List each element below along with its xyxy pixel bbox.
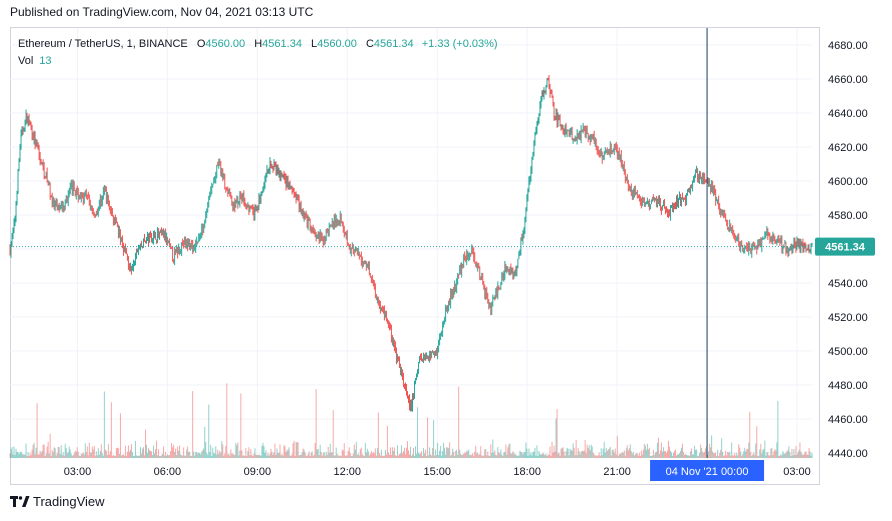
time-tick-label: 06:00	[154, 466, 182, 478]
candlesticks	[9, 75, 813, 412]
symbol-label: Ethereum / TetherUS, 1, BINANCE	[18, 38, 188, 50]
time-tick-label: 15:00	[423, 466, 451, 478]
open-value: 4560.00	[205, 38, 246, 50]
chart-legend: Ethereum / TetherUS, 1, BINANCE O4560.00…	[18, 36, 498, 70]
volume-label: Vol	[18, 55, 34, 67]
chart-frame[interactable]	[10, 27, 820, 485]
close-value: 4561.34	[373, 38, 414, 50]
volume-row: Vol 13	[18, 53, 498, 70]
price-tick-label: 4620.00	[828, 142, 868, 154]
ohlc-row: Ethereum / TetherUS, 1, BINANCE O4560.00…	[18, 36, 498, 53]
published-caption: Published on TradingView.com, Nov 04, 20…	[10, 5, 314, 19]
price-tick-label: 4440.00	[828, 448, 868, 460]
time-tick-label: 18:00	[513, 466, 541, 478]
price-tick-label: 4680.00	[828, 40, 868, 52]
open-label: O	[196, 38, 206, 50]
price-tick-label: 4480.00	[828, 380, 868, 392]
price-tick-label: 4500.00	[828, 346, 868, 358]
last-price-box	[815, 237, 875, 256]
price-tick-label: 4660.00	[828, 74, 868, 86]
time-tick-label: 12:00	[334, 466, 362, 478]
tradingview-logo-icon	[10, 495, 30, 507]
close-label: C	[365, 38, 374, 50]
brand-name: TradingView	[33, 494, 105, 509]
crosshair-time-label: 04 Nov '21 00:00	[666, 466, 749, 478]
time-tick-label: 03:00	[783, 466, 811, 478]
grid-lines	[10, 28, 812, 458]
price-tick-label: 4580.00	[828, 210, 868, 222]
last-price-tag: 4561.34	[815, 237, 875, 256]
change-value: +1.33 (+0.03%)	[421, 38, 498, 50]
volume-value: 13	[39, 55, 52, 67]
price-tick-label: 4600.00	[828, 176, 868, 188]
volume-bars	[9, 383, 813, 458]
price-axis: 4440.00 4460.00 4480.00 4500.00 4520.00 4540.…	[828, 40, 868, 460]
time-tick-label: 21:00	[603, 466, 631, 478]
high-value: 4561.34	[262, 38, 302, 50]
time-tick-label: 09:00	[244, 466, 272, 478]
brand-footer[interactable]: TradingView	[10, 494, 105, 509]
price-tick-label: 4540.00	[828, 278, 868, 290]
price-tick-label: 4520.00	[828, 312, 868, 324]
low-value: 4560.00	[317, 38, 357, 50]
low-label: L	[311, 38, 318, 50]
crosshair-time-box	[650, 460, 765, 481]
crosshair-time-tag: 04 Nov '21 00:00	[650, 460, 765, 481]
high-label: H	[254, 38, 263, 50]
price-tick-label: 4640.00	[828, 108, 868, 120]
time-tick-label: 03:00	[64, 466, 92, 478]
price-tick-label: 4460.00	[828, 414, 868, 426]
last-price-label: 4561.34	[825, 242, 866, 254]
time-axis: 03:00 06:00 09:00 12:00 15:00 18:00 21:00 03:00	[64, 466, 811, 478]
